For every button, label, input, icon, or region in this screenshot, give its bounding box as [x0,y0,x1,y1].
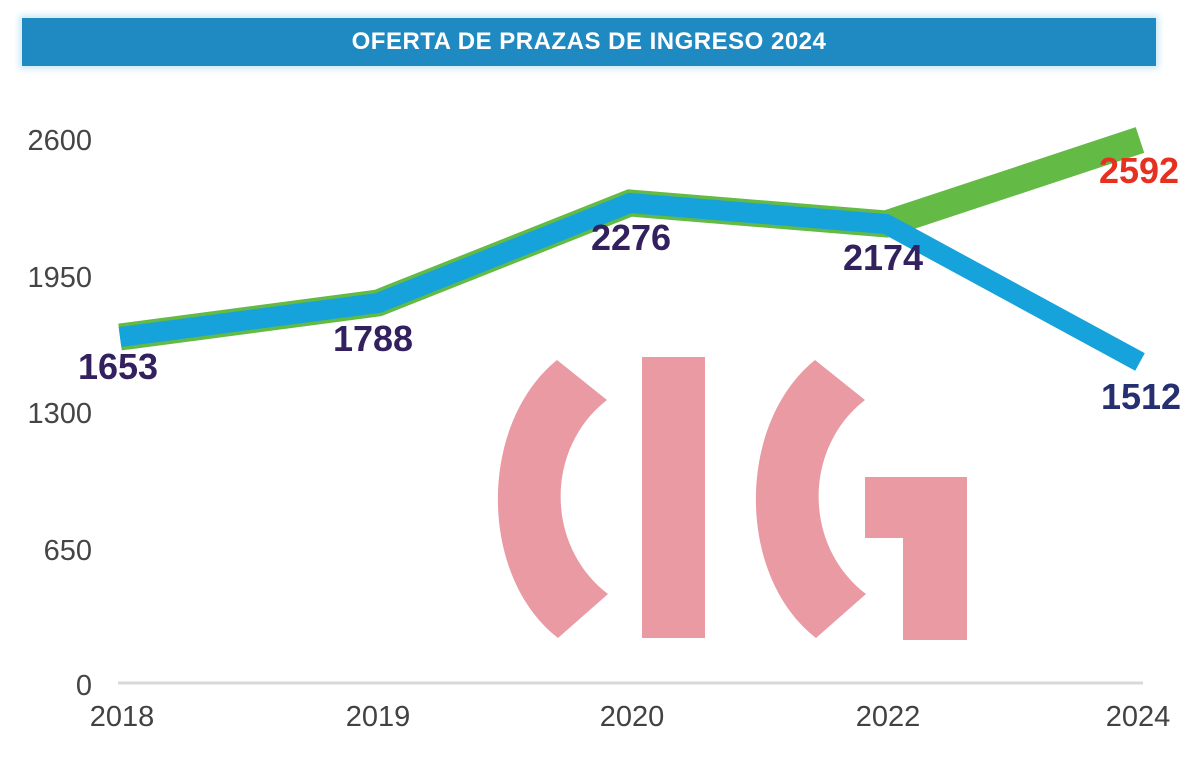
x-axis-tick-2024: 2024 [1105,701,1171,733]
title-banner: OFERTA DE PRAZAS DE INGRESO 2024 [22,18,1156,66]
y-axis-tick-1300: 1300 [27,398,92,430]
x-axis-tick-2018: 2018 [89,701,155,733]
series-blue-line [118,192,1145,371]
x-axis-tick-2019: 2019 [345,701,411,733]
data-label-2020: 2276 [590,217,672,258]
chart-title: OFERTA DE PRAZAS DE INGRESO 2024 [351,28,827,55]
data-label-2019: 1788 [332,318,414,359]
logo-g-arc-glyph [755,360,866,638]
data-label-2022: 2174 [842,237,924,278]
data-label-2024-blue: 1512 [1100,376,1182,417]
data-label-2018: 1653 [77,346,159,387]
data-label-2024-green: 2592 [1098,150,1180,191]
logo-i-glyph [642,357,705,638]
logo-g-block-glyph [865,477,967,640]
logo-c-glyph [497,360,608,638]
x-axis-tick-2022: 2022 [855,701,921,733]
y-axis-tick-2600: 2600 [27,125,92,157]
y-axis-tick-1950: 1950 [27,262,92,294]
y-axis-tick-650: 650 [43,535,92,567]
x-axis-tick-2020: 2020 [599,701,665,733]
cig-watermark-logo [497,357,967,640]
y-axis-tick-0: 0 [75,670,92,702]
